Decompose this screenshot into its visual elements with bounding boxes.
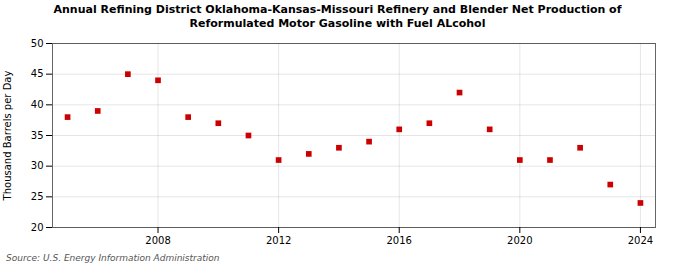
svg-text:2008: 2008: [145, 235, 170, 246]
svg-text:2020: 2020: [507, 235, 532, 246]
svg-text:50: 50: [31, 38, 44, 49]
svg-text:Thousand Barrels per Day: Thousand Barrels per Day: [2, 71, 13, 202]
svg-text:25: 25: [31, 191, 44, 202]
svg-text:2024: 2024: [628, 235, 653, 246]
svg-text:20: 20: [31, 222, 44, 233]
svg-text:30: 30: [31, 160, 44, 171]
svg-text:2016: 2016: [386, 235, 411, 246]
svg-text:35: 35: [31, 130, 44, 141]
html-text:Source: U.S. Energy Informatio: Source: U.S. Energy Information Administ…: [6, 253, 220, 263]
html-text:Reformulated Motor Gasoline wi: Reformulated Motor Gasoline with Fuel AL…: [189, 17, 486, 30]
svg-text:40: 40: [31, 99, 44, 110]
svg-text:2012: 2012: [266, 235, 291, 246]
svg-text:45: 45: [31, 68, 44, 79]
html-text:Annual Refining District Oklah: Annual Refining District Oklahoma-Kansas…: [53, 3, 622, 16]
